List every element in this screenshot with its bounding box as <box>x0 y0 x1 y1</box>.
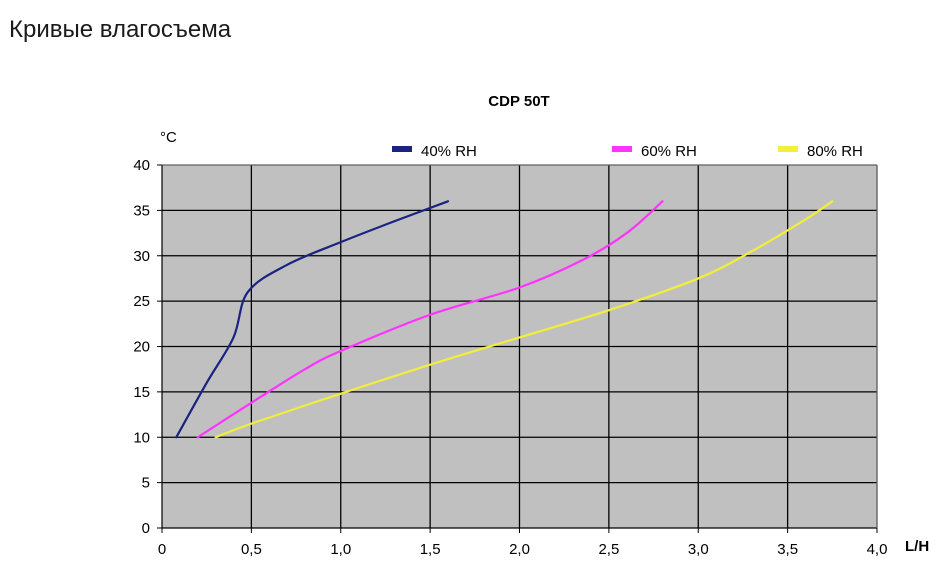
x-tick-label: 2,5 <box>598 541 619 558</box>
x-tick-label: 3,5 <box>777 541 798 558</box>
x-tick-label: 0,5 <box>241 541 262 558</box>
y-tick-label: 30 <box>133 248 150 265</box>
y-tick-label: 5 <box>142 475 150 492</box>
page-heading: Кривые влагосъема <box>9 16 232 43</box>
legend-swatch <box>778 146 798 152</box>
legend-label: 40% RH <box>421 143 477 160</box>
chart-title: CDP 50T <box>488 93 549 110</box>
x-tick-label: 0 <box>158 541 166 558</box>
y-tick-label: 40 <box>133 157 150 174</box>
legend-swatch <box>612 146 632 152</box>
x-tick-label: 4,0 <box>867 541 888 558</box>
x-tick-label: 1,0 <box>330 541 351 558</box>
series-group <box>175 200 834 439</box>
series-line-80-rh <box>214 200 834 439</box>
legend: 40% RH 60% RH 80% RH <box>392 143 863 160</box>
legend-swatch <box>392 146 412 152</box>
y-tick-label: 15 <box>133 384 150 401</box>
y-tick-label: 35 <box>133 202 150 219</box>
x-tick-label: 1,5 <box>420 541 441 558</box>
axes: 0 0,5 1,0 1,5 2,0 2,5 3,0 3,5 4,0 0 5 10 15 20 25 30 35 4… <box>133 157 887 558</box>
y-tick-label: 0 <box>142 520 150 537</box>
series-line-60-rh <box>196 200 664 439</box>
x-tick-label: 2,0 <box>509 541 530 558</box>
x-tick-label: 3,0 <box>688 541 709 558</box>
legend-label: 80% RH <box>807 143 863 160</box>
x-axis-label: L/H <box>905 538 929 555</box>
y-tick-label: 25 <box>133 293 150 310</box>
y-tick-label: 20 <box>133 339 150 356</box>
series-line-40-rh <box>175 200 450 439</box>
y-tick-label: 10 <box>133 429 150 446</box>
y-axis-label: °C <box>160 129 177 146</box>
legend-label: 60% RH <box>641 143 697 160</box>
